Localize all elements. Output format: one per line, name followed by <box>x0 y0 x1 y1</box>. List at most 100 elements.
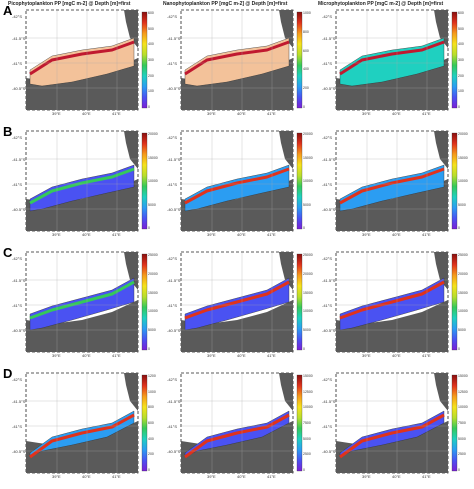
latitude-label: -42°S <box>167 14 178 19</box>
high-productivity-streak <box>29 40 135 76</box>
high-productivity-streak <box>184 167 290 205</box>
high-productivity-streak <box>29 413 135 459</box>
colorbar-tick-label: 5000 <box>148 328 156 333</box>
colorbar-tick-label: 1000 <box>148 389 156 394</box>
colorbar-tick-label: 5000 <box>458 202 466 207</box>
latitude-label: -41.5°S <box>167 36 181 41</box>
colorbar <box>451 11 458 109</box>
colorbar-tick-label: 0 <box>458 105 460 109</box>
longitude-label: 40°E <box>237 232 246 237</box>
latitude-label: -40.5°S <box>12 449 26 454</box>
colorbar <box>141 253 148 351</box>
latitude-label: -40.5°S <box>12 207 26 212</box>
colorbar-tick-label: 15000 <box>458 290 468 295</box>
latitude-label: -40.5°S <box>167 449 181 454</box>
map-panel: -42°S -41.5°S -41°S -40.5°S 39°E 40°E 41°E 600 5… <box>322 8 464 118</box>
latitude-label: -42°S <box>12 377 23 382</box>
land-mass <box>336 300 448 352</box>
colorbar-tick-label: 25000 <box>303 253 313 257</box>
latitude-label: -42°S <box>322 14 333 19</box>
longitude-label: 41°E <box>267 474 276 479</box>
coast-land <box>279 373 293 411</box>
colorbar-tick-label: 0 <box>148 347 150 351</box>
coast-land <box>434 10 448 48</box>
colorbar-tick-label: 10000 <box>148 179 158 183</box>
coast-land <box>124 131 138 169</box>
colorbar <box>451 253 458 351</box>
colorbar-tick-label: 800 <box>303 29 309 34</box>
latitude-label: -41°S <box>12 424 23 429</box>
map-panel: -42°S -41.5°S -41°S -40.5°S 39°E 40°E 41°E 2000… <box>167 129 313 239</box>
colorbar <box>141 132 148 230</box>
productivity-band <box>29 277 135 331</box>
colorbar-tick-label: 200 <box>148 73 154 78</box>
coast-land <box>434 252 448 290</box>
longitude-label: 40°E <box>237 353 246 358</box>
colorbar-tick-label: 0 <box>458 347 460 351</box>
colorbar-tick-label: 1200 <box>148 374 156 378</box>
colorbar-tick-label: 20000 <box>148 271 158 276</box>
latitude-label: -41°S <box>322 303 333 308</box>
map-panel: -42°S -41.5°S -41°S -40.5°S 39°E 40°E 41°E 600 5… <box>12 8 154 118</box>
latitude-label: -41°S <box>322 182 333 187</box>
colorbar-tick-label: 400 <box>458 42 464 47</box>
longitude-label: 41°E <box>422 353 431 358</box>
high-productivity-streak <box>184 413 290 459</box>
colorbar-tick-label: 25000 <box>458 253 468 257</box>
latitude-label: -41°S <box>167 303 178 308</box>
colorbar-tick-label: 15000 <box>148 290 158 295</box>
map-svg <box>335 130 458 232</box>
colorbar-tick-label: 300 <box>458 58 464 62</box>
colorbar-tick-label: 400 <box>148 436 154 441</box>
map-panel: -42°S -41.5°S -41°S -40.5°S 39°E 40°E 41°E 1200… <box>12 371 156 481</box>
longitude-label: 41°E <box>422 111 431 116</box>
longitude-label: 40°E <box>237 111 246 116</box>
colorbar-tick-label: 5000 <box>303 328 311 333</box>
longitude-label: 40°E <box>392 232 401 237</box>
land-mass <box>181 300 293 352</box>
colorbar-tick-label: 600 <box>148 11 154 15</box>
coast-land <box>279 131 293 169</box>
column-title-pico: Picophytoplankton PP [mgC m-2] @ Depth [… <box>8 1 131 7</box>
latitude-label: -40.5°S <box>167 86 181 91</box>
longitude-label: 41°E <box>267 353 276 358</box>
longitude-label: 40°E <box>82 232 91 237</box>
latitude-label: -40.5°S <box>322 86 336 91</box>
colorbar-tick-label: 800 <box>148 405 154 410</box>
latitude-label: -41.5°S <box>322 36 336 41</box>
map-svg <box>335 251 458 353</box>
coast-land <box>124 373 138 411</box>
colorbar-tick-label: 0 <box>458 226 460 230</box>
latitude-label: -41°S <box>167 424 178 429</box>
map-panel: -42°S -41.5°S -41°S -40.5°S 39°E 40°E 41°E 2500… <box>322 250 468 360</box>
longitude-label: 41°E <box>112 353 121 358</box>
colorbar-tick-label: 12500 <box>303 389 313 394</box>
productivity-band <box>184 277 290 331</box>
colorbar-tick-label: 600 <box>458 11 464 15</box>
productivity-band <box>339 277 445 331</box>
longitude-label: 41°E <box>267 111 276 116</box>
colorbar <box>296 253 303 351</box>
map-svg <box>180 130 303 232</box>
row-letter-b: B <box>3 124 13 139</box>
longitude-label: 40°E <box>82 474 91 479</box>
colorbar <box>451 374 458 472</box>
longitude-label: 40°E <box>392 111 401 116</box>
colorbar-tick-label: 0 <box>148 105 150 109</box>
coast-land <box>434 373 448 411</box>
map-svg <box>25 130 148 232</box>
colorbar <box>141 11 148 109</box>
longitude-label: 39°E <box>362 353 371 358</box>
latitude-label: -41°S <box>12 303 23 308</box>
colorbar-tick-label: 10000 <box>303 309 313 314</box>
longitude-label: 39°E <box>52 474 61 479</box>
colorbar-tick-label: 600 <box>303 48 309 53</box>
colorbar-tick-label: 100 <box>148 89 154 94</box>
map-svg <box>180 9 303 111</box>
longitude-label: 39°E <box>207 111 216 116</box>
latitude-label: -42°S <box>167 256 178 261</box>
colorbar-tick-label: 10000 <box>303 179 313 183</box>
map-svg <box>335 9 458 111</box>
colorbar-tick-label: 20000 <box>303 132 313 136</box>
